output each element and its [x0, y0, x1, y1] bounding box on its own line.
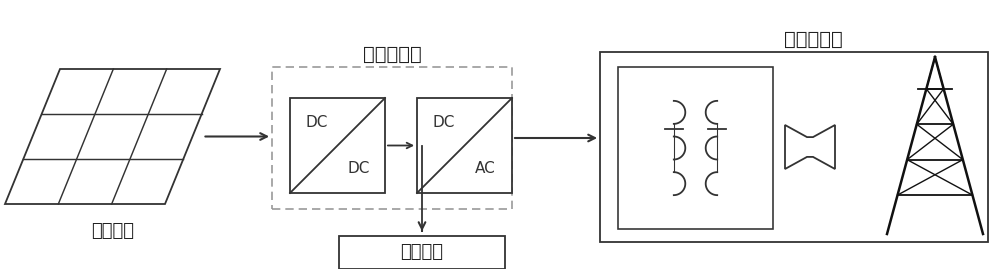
Text: DC: DC — [432, 115, 455, 130]
Bar — [272, 67, 512, 209]
Text: DC: DC — [305, 115, 328, 130]
Text: 交流负载: 交流负载 — [400, 243, 444, 261]
Bar — [600, 52, 988, 242]
Text: AC: AC — [475, 161, 496, 176]
Bar — [290, 98, 385, 193]
Bar — [339, 236, 505, 269]
Text: 交流配电网: 交流配电网 — [784, 30, 843, 48]
Text: DC: DC — [347, 161, 370, 176]
Text: 光伏阵列: 光伏阵列 — [91, 222, 134, 240]
Bar — [417, 98, 512, 193]
Bar — [618, 67, 773, 229]
Polygon shape — [785, 125, 835, 169]
Text: 并网逆变器: 并网逆变器 — [363, 44, 421, 63]
